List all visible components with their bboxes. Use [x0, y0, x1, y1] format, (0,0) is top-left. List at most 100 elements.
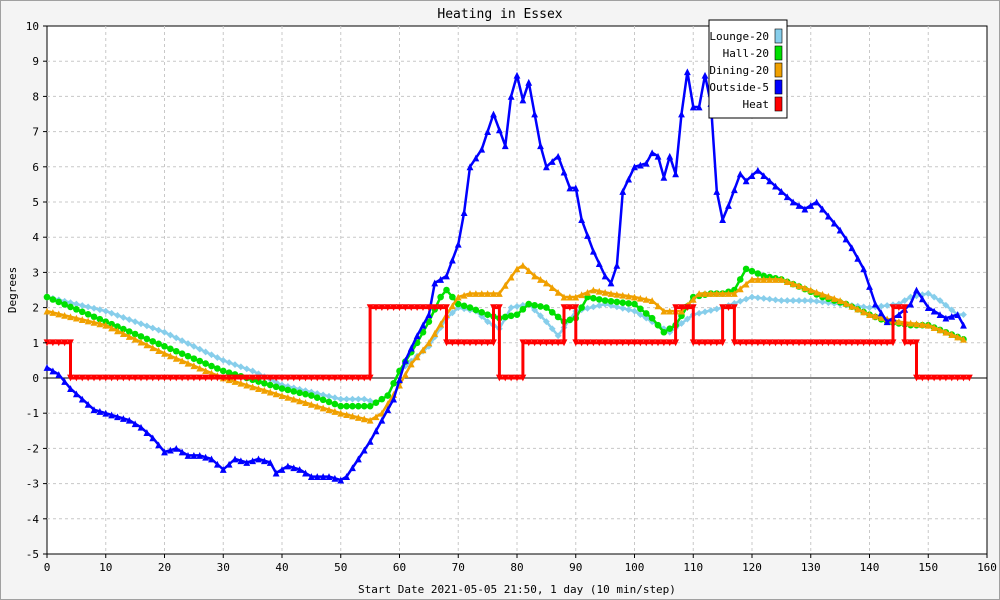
- series-point: [243, 365, 251, 373]
- series-point: [683, 304, 691, 311]
- series-point: [854, 339, 862, 347]
- series-point: [325, 398, 333, 406]
- series-point: [566, 293, 574, 301]
- series-point: [601, 272, 609, 280]
- legend-label: Lounge-20: [709, 30, 769, 43]
- series-point: [484, 290, 492, 297]
- series-point: [842, 299, 850, 307]
- series-point: [325, 374, 333, 382]
- series-point: [161, 349, 168, 357]
- series-point: [813, 297, 821, 305]
- series-point: [766, 295, 774, 303]
- series-point: [155, 340, 162, 348]
- legend-box: [708, 19, 788, 119]
- series-point: [125, 374, 133, 382]
- series-point: [343, 411, 351, 419]
- series-point: [219, 374, 227, 382]
- series-point: [760, 272, 768, 280]
- series-point: [190, 452, 198, 459]
- series-point: [930, 307, 938, 315]
- series-point: [948, 306, 956, 314]
- series-point: [407, 304, 415, 311]
- series-point: [871, 312, 879, 320]
- series-point: [860, 265, 868, 273]
- series-point: [55, 371, 63, 378]
- series-point: [636, 311, 644, 319]
- x-tick-label: 60: [393, 561, 406, 574]
- series-point: [660, 328, 668, 336]
- series-point: [913, 339, 920, 347]
- y-tick-label: 10: [26, 20, 39, 33]
- series-point: [260, 374, 268, 382]
- series-heat: [43, 304, 973, 382]
- series-point: [719, 216, 727, 223]
- series-point: [337, 476, 345, 484]
- series-point: [601, 339, 609, 347]
- series-point: [595, 339, 603, 347]
- series-point: [360, 395, 368, 403]
- series-point: [560, 304, 568, 311]
- series-point: [589, 339, 597, 347]
- series-point: [302, 469, 309, 477]
- series-point: [948, 331, 956, 338]
- series-point: [689, 295, 697, 303]
- series-point: [672, 304, 680, 311]
- series-point: [208, 374, 215, 382]
- series-point: [43, 307, 51, 315]
- series-point: [137, 374, 145, 382]
- series-point: [854, 254, 862, 262]
- series-point: [654, 339, 662, 347]
- series-point: [413, 332, 421, 340]
- series-point: [625, 300, 632, 307]
- series-point: [789, 297, 797, 304]
- series-point: [290, 464, 298, 472]
- series-point: [918, 374, 926, 382]
- series-point: [108, 411, 116, 419]
- series-point: [907, 339, 915, 347]
- series-point: [772, 182, 779, 190]
- series-point: [131, 318, 139, 326]
- series-point: [519, 374, 527, 382]
- series-point: [572, 339, 580, 347]
- series-point: [84, 374, 92, 382]
- series-point: [877, 309, 885, 317]
- series-point: [67, 385, 74, 392]
- series-point: [595, 296, 603, 303]
- series-point: [672, 170, 680, 178]
- series-point: [219, 466, 227, 473]
- x-tick-label: 110: [683, 561, 703, 574]
- series-point: [748, 172, 756, 179]
- series-point: [360, 374, 368, 382]
- series-point: [548, 308, 556, 316]
- series-point: [566, 316, 574, 324]
- series-group: [43, 68, 973, 484]
- series-point: [895, 304, 903, 311]
- series-point: [78, 308, 86, 316]
- legend-swatch: [774, 45, 783, 61]
- series-point: [184, 352, 192, 360]
- series-point: [331, 474, 339, 482]
- series-point: [143, 374, 151, 382]
- series-point: [789, 198, 797, 206]
- series-point: [689, 339, 697, 347]
- series-point: [578, 291, 586, 299]
- series-point: [231, 455, 239, 463]
- series-point: [72, 300, 80, 308]
- series-point: [636, 339, 644, 347]
- series-point: [313, 394, 321, 402]
- series-point: [249, 457, 257, 465]
- series-point: [272, 383, 280, 391]
- series-point: [877, 302, 885, 310]
- series-point: [495, 374, 503, 382]
- series-point: [55, 310, 63, 318]
- x-tick-label: 50: [334, 561, 347, 574]
- series-point: [167, 345, 174, 353]
- series-point: [425, 339, 433, 347]
- series-point: [542, 279, 550, 287]
- series-point: [777, 276, 785, 283]
- series-point: [237, 457, 245, 465]
- series-point: [278, 466, 286, 473]
- series-point: [883, 302, 891, 309]
- series-point: [631, 339, 638, 347]
- y-tick-label: 2: [32, 302, 39, 315]
